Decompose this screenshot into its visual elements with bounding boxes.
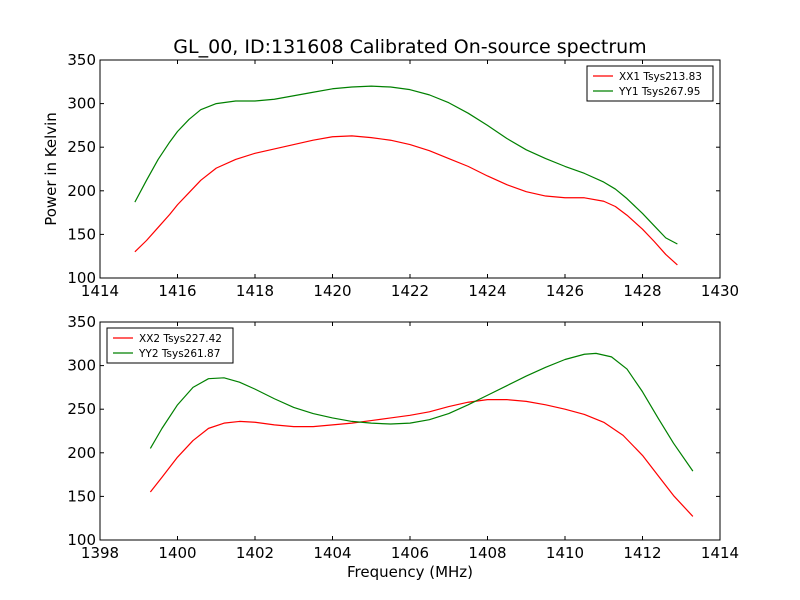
bottom-x-tick-label: 1406 (391, 544, 429, 562)
bottom-x-tick-label: 1414 (701, 544, 739, 562)
bottom-legend-label-2: YY2 Tsys261.87 (138, 348, 220, 360)
top-x-tick-label: 1430 (701, 282, 739, 300)
bottom-x-tick-label: 1410 (546, 544, 584, 562)
bottom-series-line-1 (149, 399, 694, 517)
top-x-tick-label: 1416 (158, 282, 196, 300)
top-x-tick-label: 1424 (468, 282, 506, 300)
bottom-legend-label-1: XX2 Tsys227.42 (139, 333, 222, 345)
bottom-y-tick-label: 100 (67, 531, 96, 549)
bottom-x-tick-label: 1398 (81, 544, 119, 562)
x-axis-label: Frequency (MHz) (347, 563, 473, 581)
top-y-tick-label: 150 (67, 225, 96, 243)
top-plot-panel: 1414 1416 1418 1420 1422 1424 1426 1428 1430 100 1… (67, 51, 739, 300)
bottom-y-tick-label: 250 (67, 400, 96, 418)
bottom-series-line-2 (149, 352, 694, 472)
top-legend-box (586, 65, 714, 102)
chart-title: GL_00, ID:131608 Calibrated On-source sp… (173, 36, 646, 58)
top-legend: XX1 Tsys213.83 YY1 Tsys267.95 (586, 65, 714, 102)
top-legend-label-1: XX1 Tsys213.83 (619, 71, 702, 83)
top-legend-label-2: YY1 Tsys267.95 (618, 86, 700, 98)
top-series-line-2 (134, 85, 678, 245)
bottom-legend-box (106, 327, 234, 364)
y-axis-label: Power in Kelvin (42, 112, 60, 226)
bottom-legend: XX2 Tsys227.42 YY2 Tsys261.87 (106, 327, 234, 364)
bottom-x-tick-label: 1408 (468, 544, 506, 562)
top-x-tick-label: 1426 (546, 282, 584, 300)
bottom-x-tick-label: 1404 (313, 544, 351, 562)
bottom-y-tick-label: 150 (67, 487, 96, 505)
top-y-tick-label: 300 (67, 95, 96, 113)
bottom-y-tick-label: 350 (67, 313, 96, 331)
top-y-tick-label: 350 (67, 51, 96, 69)
bottom-x-tick-label: 1412 (623, 544, 661, 562)
top-y-tick-label: 200 (67, 182, 96, 200)
top-y-tick-label: 100 (67, 269, 96, 287)
top-series-line-1 (134, 135, 678, 266)
bottom-y-tick-label: 200 (67, 444, 96, 462)
top-y-tick-label: 250 (67, 138, 96, 156)
top-x-tick-label: 1428 (623, 282, 661, 300)
top-x-tick-label: 1418 (236, 282, 274, 300)
bottom-y-tick-label: 300 (67, 357, 96, 375)
bottom-x-tick-label: 1402 (236, 544, 274, 562)
bottom-plot-panel: 1398 1400 1402 1404 1406 1408 1410 1412 1414 100 1… (67, 313, 739, 562)
bottom-x-tick-label: 1400 (158, 544, 196, 562)
top-x-tick-label: 1422 (391, 282, 429, 300)
top-x-tick-label: 1420 (313, 282, 351, 300)
top-x-tick-label: 1414 (81, 282, 119, 300)
